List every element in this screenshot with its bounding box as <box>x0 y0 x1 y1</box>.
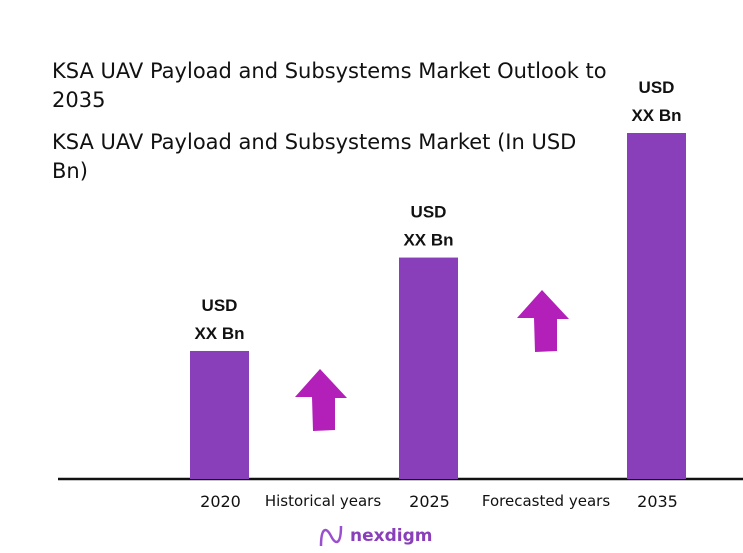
bar-2025 <box>399 257 458 479</box>
logo-icon <box>319 525 343 547</box>
chart-title: KSA UAV Payload and Subsystems Market Ou… <box>52 59 607 112</box>
x-tick-label: 2035 <box>637 492 678 511</box>
period-label: Forecasted years <box>482 492 610 510</box>
chart-subtitle: KSA UAV Payload and Subsystems Market (I… <box>52 130 577 183</box>
data-label: USD <box>639 78 675 97</box>
period-label: Historical years <box>265 492 381 510</box>
up-arrow-icon <box>295 369 347 431</box>
data-label: USD <box>411 203 447 222</box>
nexdigm-logo: nexdigm <box>318 524 432 548</box>
data-label: XX Bn <box>403 231 453 250</box>
data-label: XX Bn <box>631 106 681 125</box>
data-label: XX Bn <box>194 324 244 343</box>
bar-2035 <box>627 133 686 479</box>
data-label: USD <box>202 296 238 315</box>
x-tick-label: 2025 <box>409 492 450 511</box>
up-arrow-icon <box>517 290 569 352</box>
bar-2020 <box>190 350 249 479</box>
x-tick-label: 2020 <box>200 492 241 511</box>
logo-text: nexdigm <box>350 526 433 546</box>
